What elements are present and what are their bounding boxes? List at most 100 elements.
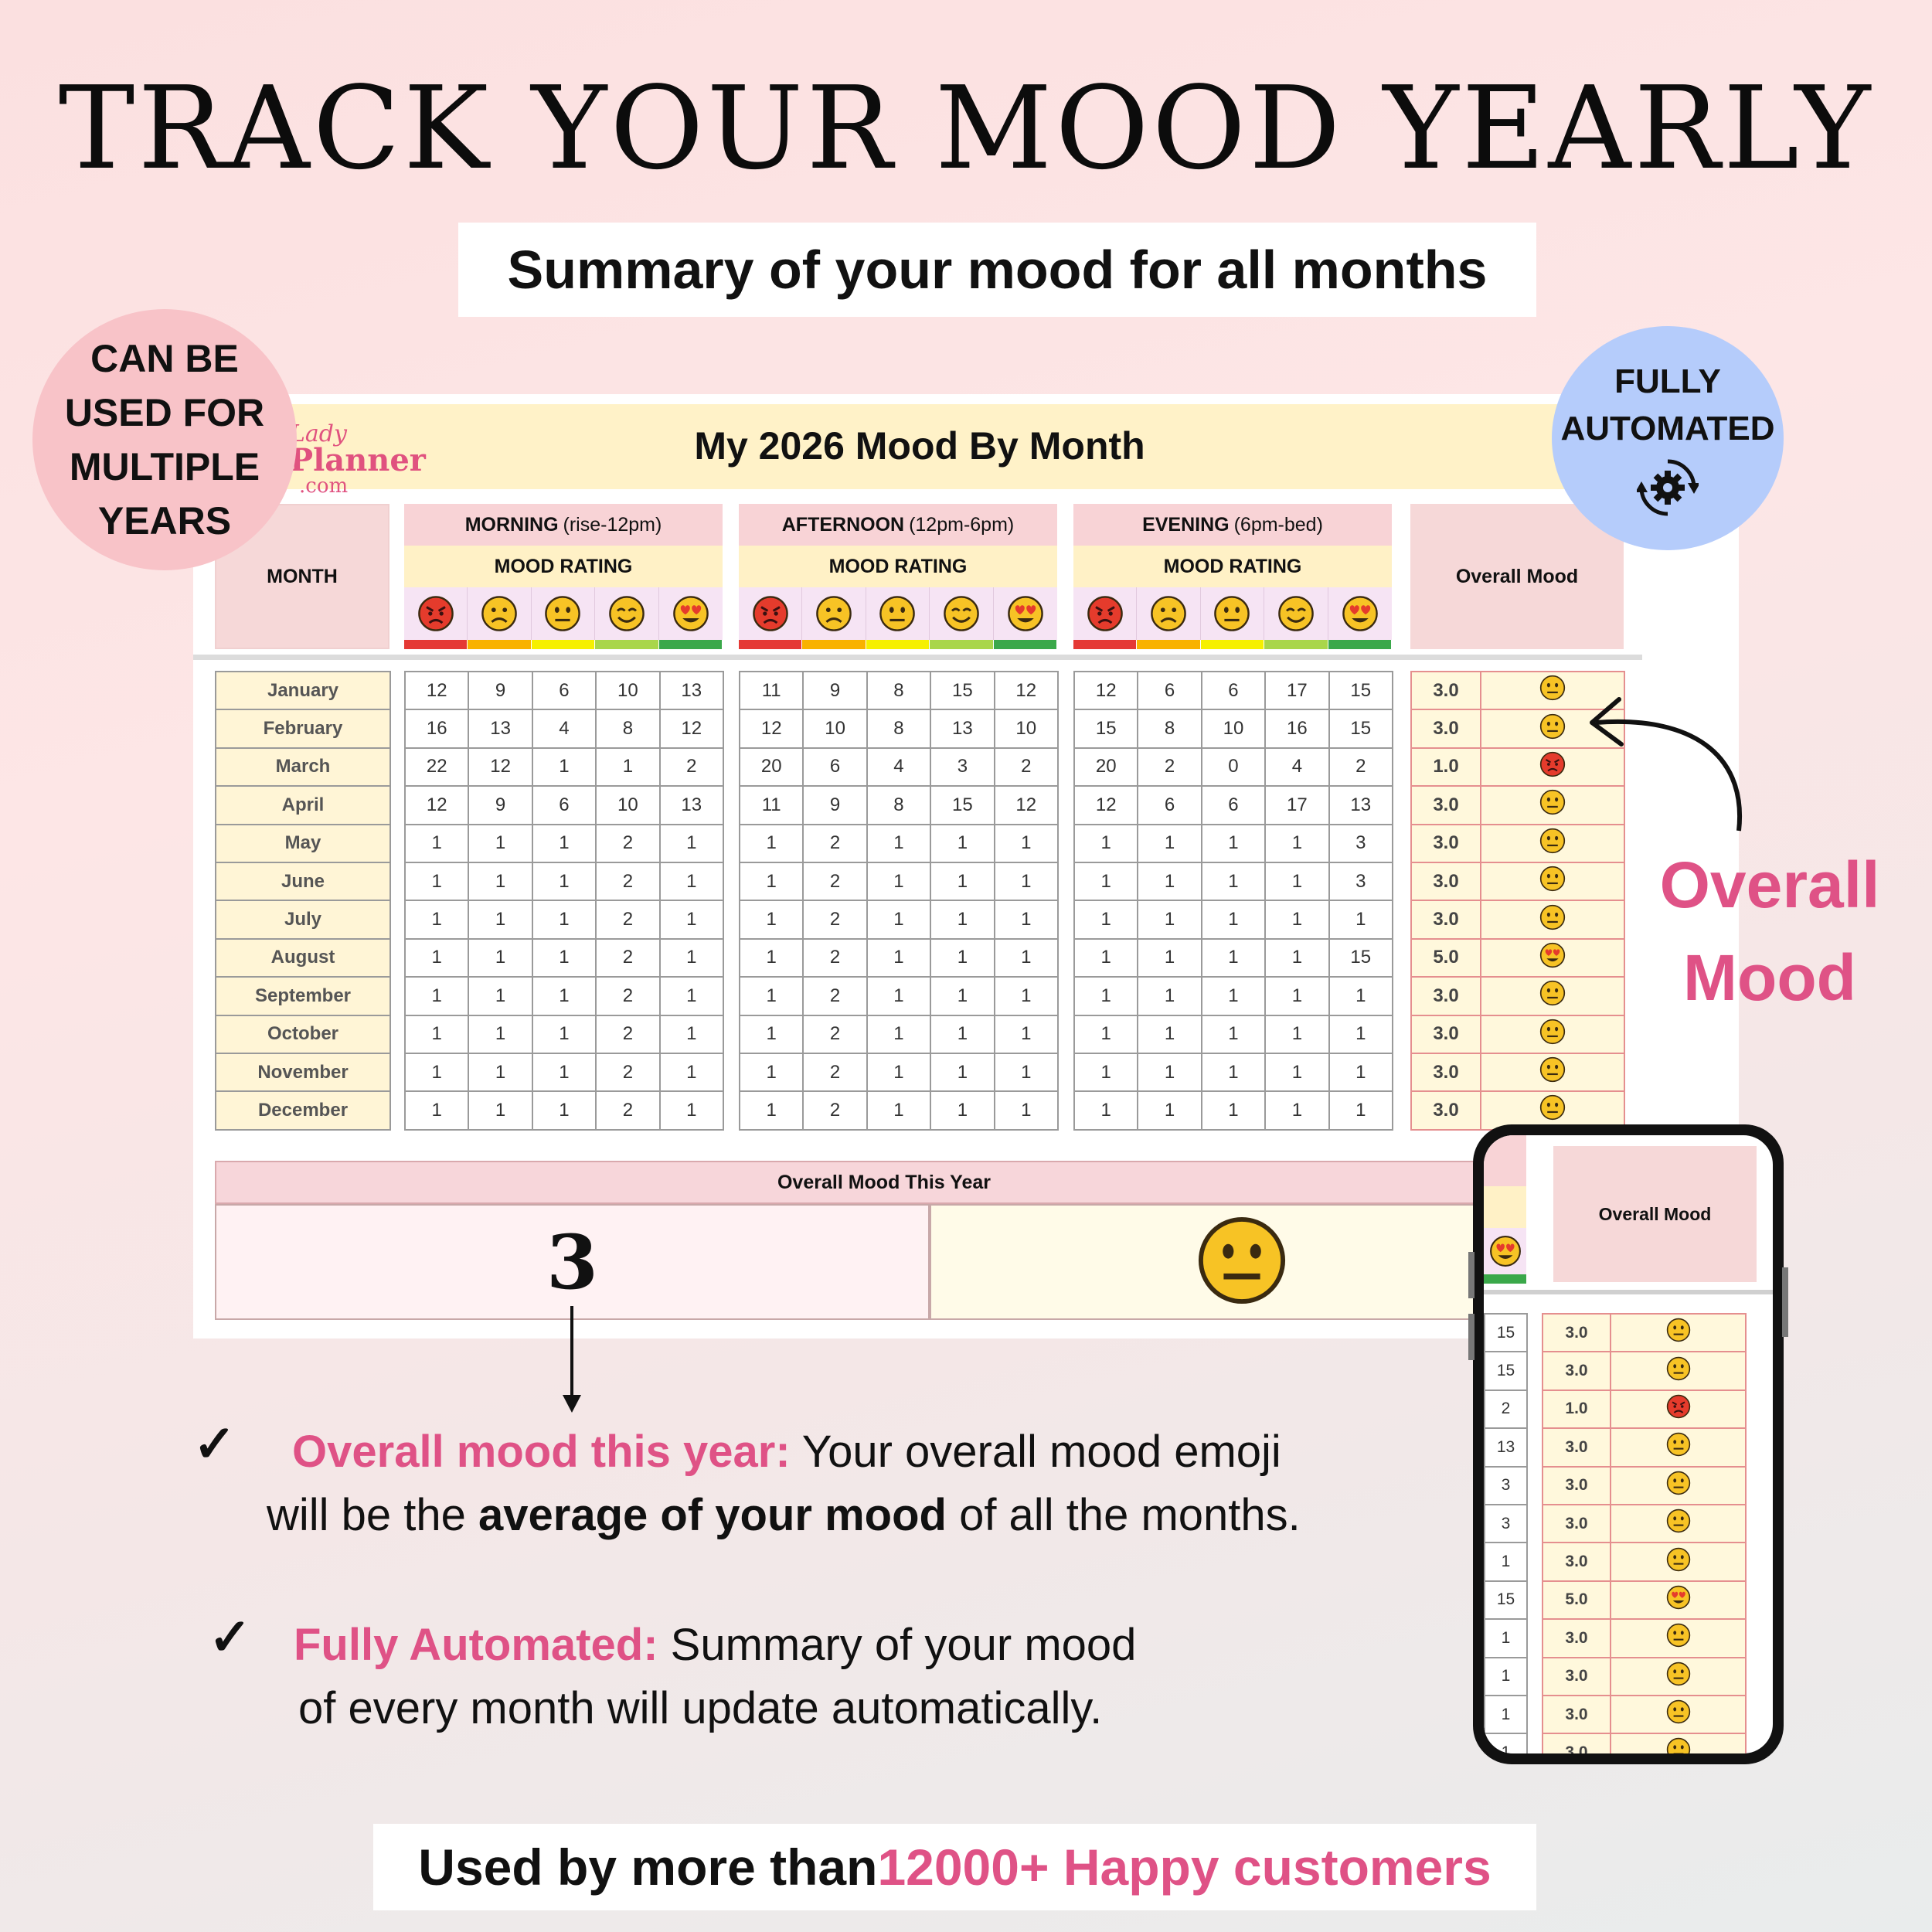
rating-count-cell[interactable]: 1 xyxy=(930,976,995,1016)
rating-count-cell[interactable]: 10 xyxy=(993,709,1059,749)
rating-count-cell[interactable]: 9 xyxy=(468,785,533,825)
rating-count-cell[interactable]: 2 xyxy=(802,823,868,863)
rating-count-cell[interactable]: 1 xyxy=(595,747,661,787)
rating-count-cell[interactable]: 1 xyxy=(1200,1052,1267,1093)
rating-count-cell[interactable]: 1 xyxy=(1264,861,1330,902)
rating-count-cell[interactable]: 1 xyxy=(1137,900,1202,940)
rating-count-cell[interactable]: 1 xyxy=(1264,900,1330,940)
rating-count-cell[interactable]: 1 xyxy=(866,976,932,1016)
rating-count-cell[interactable]: 1 xyxy=(866,1052,932,1093)
rating-count-cell[interactable]: 1 xyxy=(468,1052,533,1093)
rating-count-cell[interactable]: 3 xyxy=(1328,861,1393,902)
rating-count-cell[interactable]: 12 xyxy=(993,785,1059,825)
rating-count-cell[interactable]: 1 xyxy=(403,937,470,978)
rating-count-cell[interactable]: 2 xyxy=(595,1014,661,1054)
rating-count-cell[interactable]: 3 xyxy=(930,747,995,787)
rating-count-cell[interactable]: 1 xyxy=(738,1014,804,1054)
rating-count-cell[interactable]: 1 xyxy=(403,900,470,940)
rating-count-cell[interactable]: 1 xyxy=(993,823,1059,863)
rating-count-cell[interactable]: 1 xyxy=(468,1014,533,1054)
rating-count-cell[interactable]: 10 xyxy=(802,709,868,749)
rating-count-cell[interactable]: 1 xyxy=(1073,1014,1139,1054)
rating-count-cell[interactable]: 1 xyxy=(930,1090,995,1131)
rating-count-cell[interactable]: 0 xyxy=(1200,747,1267,787)
rating-count-cell[interactable]: 15 xyxy=(1328,670,1393,711)
rating-count-cell[interactable]: 1 xyxy=(866,900,932,940)
rating-count-cell[interactable]: 1 xyxy=(866,1014,932,1054)
rating-count-cell[interactable]: 1 xyxy=(866,937,932,978)
rating-count-cell[interactable]: 12 xyxy=(403,670,470,711)
rating-count-cell[interactable]: 1 xyxy=(531,1090,597,1131)
rating-count-cell[interactable]: 15 xyxy=(1073,709,1139,749)
rating-count-cell[interactable]: 3 xyxy=(1328,823,1393,863)
rating-count-cell[interactable]: 1 xyxy=(1073,976,1139,1016)
rating-count-cell[interactable]: 1 xyxy=(1328,900,1393,940)
rating-count-cell[interactable]: 1 xyxy=(738,937,804,978)
rating-count-cell[interactable]: 1 xyxy=(993,937,1059,978)
rating-count-cell[interactable]: 1 xyxy=(738,976,804,1016)
rating-count-cell[interactable]: 1 xyxy=(1073,1090,1139,1131)
rating-count-cell[interactable]: 1 xyxy=(1073,861,1139,902)
rating-count-cell[interactable]: 1 xyxy=(1264,1014,1330,1054)
rating-count-cell[interactable]: 1 xyxy=(658,976,724,1016)
rating-count-cell[interactable]: 1 xyxy=(1264,976,1330,1016)
rating-count-cell[interactable]: 12 xyxy=(993,670,1059,711)
rating-count-cell[interactable]: 6 xyxy=(1200,785,1267,825)
rating-count-cell[interactable]: 1 xyxy=(866,861,932,902)
rating-count-cell[interactable]: 2 xyxy=(1137,747,1202,787)
rating-count-cell[interactable]: 1 xyxy=(1200,1090,1267,1131)
rating-count-cell[interactable]: 1 xyxy=(658,1014,724,1054)
rating-count-cell[interactable]: 1 xyxy=(403,1014,470,1054)
rating-count-cell[interactable]: 4 xyxy=(1264,747,1330,787)
rating-count-cell[interactable]: 8 xyxy=(866,709,932,749)
rating-count-cell[interactable]: 1 xyxy=(1137,1090,1202,1131)
rating-count-cell[interactable]: 13 xyxy=(468,709,533,749)
rating-count-cell[interactable]: 1 xyxy=(403,976,470,1016)
rating-count-cell[interactable]: 1 xyxy=(403,861,470,902)
rating-count-cell[interactable]: 11 xyxy=(738,785,804,825)
rating-count-cell[interactable]: 2 xyxy=(595,937,661,978)
rating-count-cell[interactable]: 1 xyxy=(930,823,995,863)
rating-count-cell[interactable]: 1 xyxy=(930,1052,995,1093)
rating-count-cell[interactable]: 1 xyxy=(738,1052,804,1093)
rating-count-cell[interactable]: 1 xyxy=(993,1090,1059,1131)
rating-count-cell[interactable]: 22 xyxy=(403,747,470,787)
rating-count-cell[interactable]: 1 xyxy=(1328,1014,1393,1054)
rating-count-cell[interactable]: 2 xyxy=(802,861,868,902)
rating-count-cell[interactable]: 17 xyxy=(1264,670,1330,711)
rating-count-cell[interactable]: 1 xyxy=(993,1014,1059,1054)
rating-count-cell[interactable]: 1 xyxy=(1073,937,1139,978)
rating-count-cell[interactable]: 1 xyxy=(468,823,533,863)
rating-count-cell[interactable]: 6 xyxy=(531,670,597,711)
rating-count-cell[interactable]: 2 xyxy=(595,823,661,863)
rating-count-cell[interactable]: 15 xyxy=(1328,709,1393,749)
rating-count-cell[interactable]: 1 xyxy=(1137,937,1202,978)
rating-count-cell[interactable]: 15 xyxy=(1328,937,1393,978)
rating-count-cell[interactable]: 1 xyxy=(993,861,1059,902)
rating-count-cell[interactable]: 1 xyxy=(738,861,804,902)
rating-count-cell[interactable]: 10 xyxy=(1200,709,1267,749)
rating-count-cell[interactable]: 15 xyxy=(930,785,995,825)
rating-count-cell[interactable]: 20 xyxy=(738,747,804,787)
rating-count-cell[interactable]: 11 xyxy=(738,670,804,711)
rating-count-cell[interactable]: 1 xyxy=(1264,937,1330,978)
rating-count-cell[interactable]: 1 xyxy=(658,900,724,940)
rating-count-cell[interactable]: 2 xyxy=(595,861,661,902)
rating-count-cell[interactable]: 1 xyxy=(1328,976,1393,1016)
rating-count-cell[interactable]: 2 xyxy=(595,900,661,940)
rating-count-cell[interactable]: 1 xyxy=(531,747,597,787)
rating-count-cell[interactable]: 1 xyxy=(866,823,932,863)
rating-count-cell[interactable]: 2 xyxy=(1328,747,1393,787)
rating-count-cell[interactable]: 9 xyxy=(802,670,868,711)
rating-count-cell[interactable]: 16 xyxy=(1264,709,1330,749)
rating-count-cell[interactable]: 1 xyxy=(658,823,724,863)
rating-count-cell[interactable]: 2 xyxy=(595,1052,661,1093)
rating-count-cell[interactable]: 1 xyxy=(468,976,533,1016)
rating-count-cell[interactable]: 1 xyxy=(1073,900,1139,940)
rating-count-cell[interactable]: 2 xyxy=(802,900,868,940)
rating-count-cell[interactable]: 1 xyxy=(1200,1014,1267,1054)
rating-count-cell[interactable]: 1 xyxy=(1328,1090,1393,1131)
rating-count-cell[interactable]: 1 xyxy=(531,861,597,902)
rating-count-cell[interactable]: 1 xyxy=(993,1052,1059,1093)
rating-count-cell[interactable]: 2 xyxy=(658,747,724,787)
